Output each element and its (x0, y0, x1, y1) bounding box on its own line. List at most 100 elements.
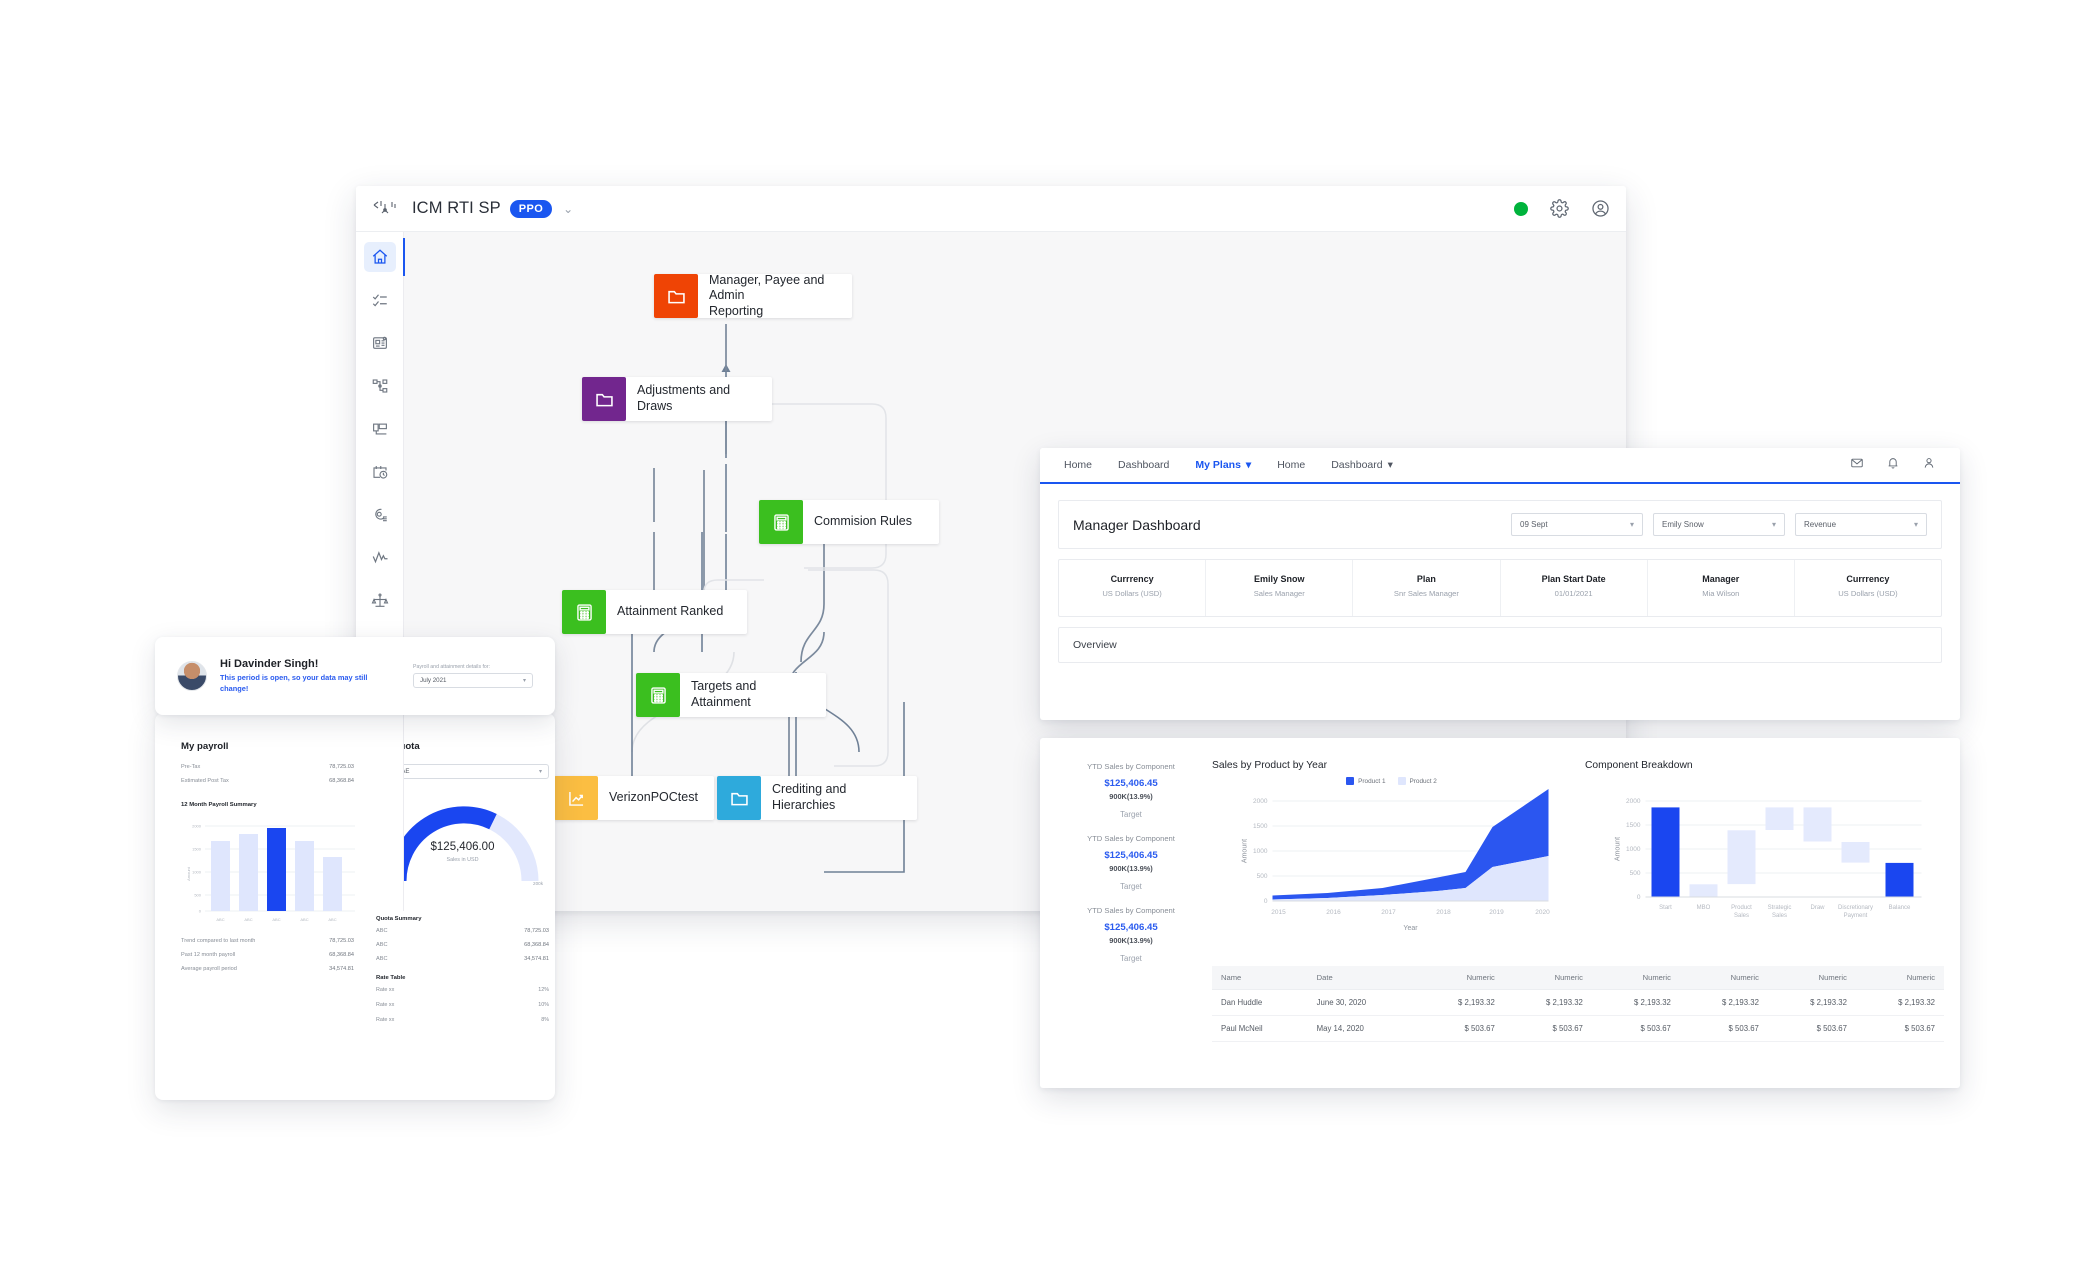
nav-item-home-2[interactable]: Home (1277, 459, 1305, 471)
ytd-block: YTD Sales by Component $125,406.45 900K(… (1056, 762, 1206, 819)
manager-dashboard-window: Home Dashboard My Plans ▾ Home Dashboard… (1040, 448, 1960, 720)
column-header-numeric-3[interactable]: Numeric (1591, 966, 1680, 990)
kpi-title: Manager (1702, 574, 1740, 584)
area-chart-svg: 2000 1500 1000 500 0 Amount 2015 2016 2017 20… (1242, 789, 1550, 932)
folder-icon (654, 274, 698, 318)
avatar (177, 661, 207, 691)
metric-select[interactable]: Revenue ▾ (1795, 513, 1927, 536)
kpi-title: Emily Snow (1254, 574, 1305, 584)
ytd-target-label: Target (1120, 810, 1142, 819)
flow-node-crediting-hierarchies[interactable]: Crediting and Hierarchies (717, 776, 917, 820)
sidebar-item-tasks[interactable] (364, 285, 396, 315)
svg-text:1000: 1000 (192, 870, 202, 875)
kpi-subtitle: 01/01/2021 (1554, 589, 1593, 598)
legend-item-product-2: Product 2 (1397, 777, 1437, 785)
cell-name: Paul McNeil (1212, 1015, 1308, 1042)
cell-numeric: $ 503.67 (1415, 1015, 1504, 1042)
svg-text:MBO: MBO (1697, 905, 1711, 911)
greeting-card: Hi Davinder Singh! This period is open, … (155, 637, 555, 715)
sidebar-item-settings[interactable] (364, 500, 396, 530)
svg-text:Sales: Sales (1772, 913, 1787, 919)
payroll-row-value: 68,368.84 (329, 778, 354, 784)
nav-item-my-plans[interactable]: My Plans ▾ (1195, 459, 1251, 471)
svg-text:2000: 2000 (1626, 798, 1641, 805)
period-select[interactable]: July 2021 ▾ (413, 673, 533, 688)
kpi-subtitle: Snr Sales Manager (1393, 589, 1459, 598)
payroll-row-value: 78,725.03 (329, 764, 354, 770)
period-filter: Payroll and attainment details for: July… (413, 664, 533, 688)
period-open-notice: This period is open, so your data may st… (220, 672, 368, 693)
nav-item-dashboard[interactable]: Dashboard (1118, 459, 1169, 471)
sales-by-product-chart: Sales by Product by Year Product 1 Produ… (1212, 760, 1571, 952)
user-avatar-icon[interactable] (1591, 199, 1610, 218)
svg-text:1500: 1500 (1253, 823, 1268, 830)
sidebar-item-home[interactable] (363, 242, 396, 272)
kpi-card-currency: Currrency US Dollars (USD) (1059, 560, 1207, 616)
sidebar-item-hierarchy[interactable] (364, 371, 396, 401)
sidebar-item-layouts[interactable] (364, 414, 396, 444)
column-header-numeric-2[interactable]: Numeric (1503, 966, 1592, 990)
bell-icon[interactable] (1886, 456, 1900, 475)
column-header-numeric-6[interactable]: Numeric (1855, 966, 1944, 990)
cell-date: June 30, 2020 (1307, 989, 1416, 1016)
svg-text:2018: 2018 (1436, 909, 1451, 916)
cell-numeric: $ 503.67 (1855, 1015, 1944, 1042)
payee-select[interactable]: Emily Snow ▾ (1653, 513, 1785, 536)
status-indicator-icon (1514, 201, 1528, 216)
ytd-target-label: Target (1120, 882, 1142, 891)
flow-node-targets-attainment[interactable]: Targets and Attainment (636, 673, 826, 717)
column-header-name[interactable]: Name (1212, 966, 1308, 990)
cell-numeric: $ 503.67 (1503, 1015, 1592, 1042)
cell-numeric: $ 2,193.32 (1415, 989, 1504, 1016)
kpi-subtitle: US Dollars (USD) (1838, 589, 1898, 598)
sidebar-item-reports[interactable] (364, 328, 396, 358)
kpi-title: Plan (1416, 574, 1436, 584)
flow-node-label: Targets and Attainment (691, 679, 757, 709)
ytd-target-label: Target (1120, 954, 1142, 963)
period-filter-label: Payroll and attainment details for: (413, 664, 490, 670)
column-header-date[interactable]: Date (1307, 966, 1416, 990)
sidebar-item-analytics[interactable] (364, 543, 396, 573)
sidebar-item-schedule[interactable] (364, 457, 396, 487)
column-header-numeric-1[interactable]: Numeric (1415, 966, 1504, 990)
flow-node-verizon-poctest[interactable]: VerizonPOCtest (554, 776, 714, 820)
flow-node-attainment-ranked[interactable]: Attainment Ranked (562, 590, 747, 634)
analytics-window: YTD Sales by Component $125,406.45 900K(… (1040, 738, 1960, 1088)
chevron-down-icon: ▾ (1387, 459, 1393, 471)
ytd-amount: $125,406.45 (1104, 922, 1158, 933)
svg-text:ABC: ABC (328, 917, 336, 922)
kpi-title: Currrency (1110, 574, 1154, 584)
quota-row-value: 34,574.81 (524, 956, 549, 962)
flow-node-adjustments-draws[interactable]: Adjustments and Draws (582, 377, 772, 421)
greeting-title: Hi Davinder Singh! (220, 657, 319, 670)
ytd-amount: $125,406.45 (1104, 778, 1158, 789)
flow-node-manager-reporting[interactable]: Manager, Payee and Admin Reporting (654, 273, 852, 318)
nav-item-home[interactable]: Home (1064, 459, 1092, 471)
kpi-card-currency-2: Currrency US Dollars (USD) (1795, 560, 1941, 616)
period-select-value: July 2021 (420, 677, 447, 684)
quota-row-label: ABC (376, 942, 388, 948)
svg-text:2000: 2000 (192, 824, 202, 829)
period-select[interactable]: 09 Sept ▾ (1511, 513, 1643, 536)
flow-node-commission-rules[interactable]: Commision Rules (759, 500, 939, 544)
chevron-down-icon: ▾ (1629, 520, 1634, 529)
mail-icon[interactable] (1850, 456, 1864, 475)
kpi-subtitle: US Dollars (USD) (1102, 589, 1162, 598)
svg-text:500: 500 (194, 893, 201, 898)
table-row[interactable]: Dan Huddle June 30, 2020 $ 2,193.32 $ 2,… (1212, 989, 1944, 1016)
table-row[interactable]: Paul McNeil May 14, 2020 $ 503.67 $ 503.… (1212, 1015, 1944, 1042)
user-icon[interactable] (1922, 456, 1936, 475)
rate-row: Rate xx 10% (376, 1002, 549, 1008)
left-icon-rail (356, 232, 405, 911)
column-header-numeric-4[interactable]: Numeric (1679, 966, 1768, 990)
column-header-numeric-5[interactable]: Numeric (1767, 966, 1856, 990)
sidebar-item-compliance[interactable] (364, 586, 396, 616)
flow-node-label: Commision Rules (814, 514, 912, 529)
gear-icon[interactable] (1550, 199, 1569, 218)
svg-text:Draw: Draw (1810, 905, 1825, 911)
nav-item-dashboard-2[interactable]: Dashboard ▾ (1331, 459, 1393, 471)
cell-numeric: $ 2,193.32 (1591, 989, 1680, 1016)
svg-text:Strategic: Strategic (1768, 905, 1792, 911)
chevron-down-icon[interactable]: ⌄ (563, 201, 574, 216)
rate-row: Rate xx 8% (376, 1017, 549, 1023)
